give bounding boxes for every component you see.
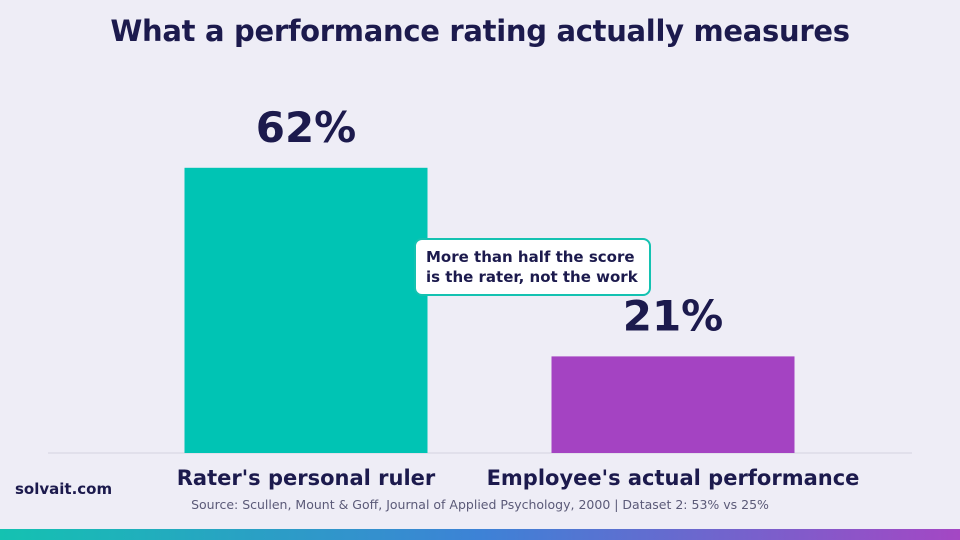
bar-1 [184,167,428,454]
bar-value-label-2: 21% [623,291,724,340]
bar-2 [551,356,795,453]
callout-line-2: is the rater, not the work [426,268,638,286]
chart-title: What a performance rating actually measu… [110,14,850,48]
bottom-gradient-bar [0,529,960,540]
source-note: Source: Scullen, Mount & Goff, Journal o… [191,497,769,512]
callout-box: More than half the score is the rater, n… [414,238,651,296]
category-label-1: Rater's personal ruler [177,466,436,490]
category-label-2: Employee's actual performance [487,466,860,490]
brand-logo-text[interactable]: solvait.com [15,480,113,498]
bar-value-label-1: 62% [256,103,357,152]
callout-line-1: More than half the score [426,248,635,266]
